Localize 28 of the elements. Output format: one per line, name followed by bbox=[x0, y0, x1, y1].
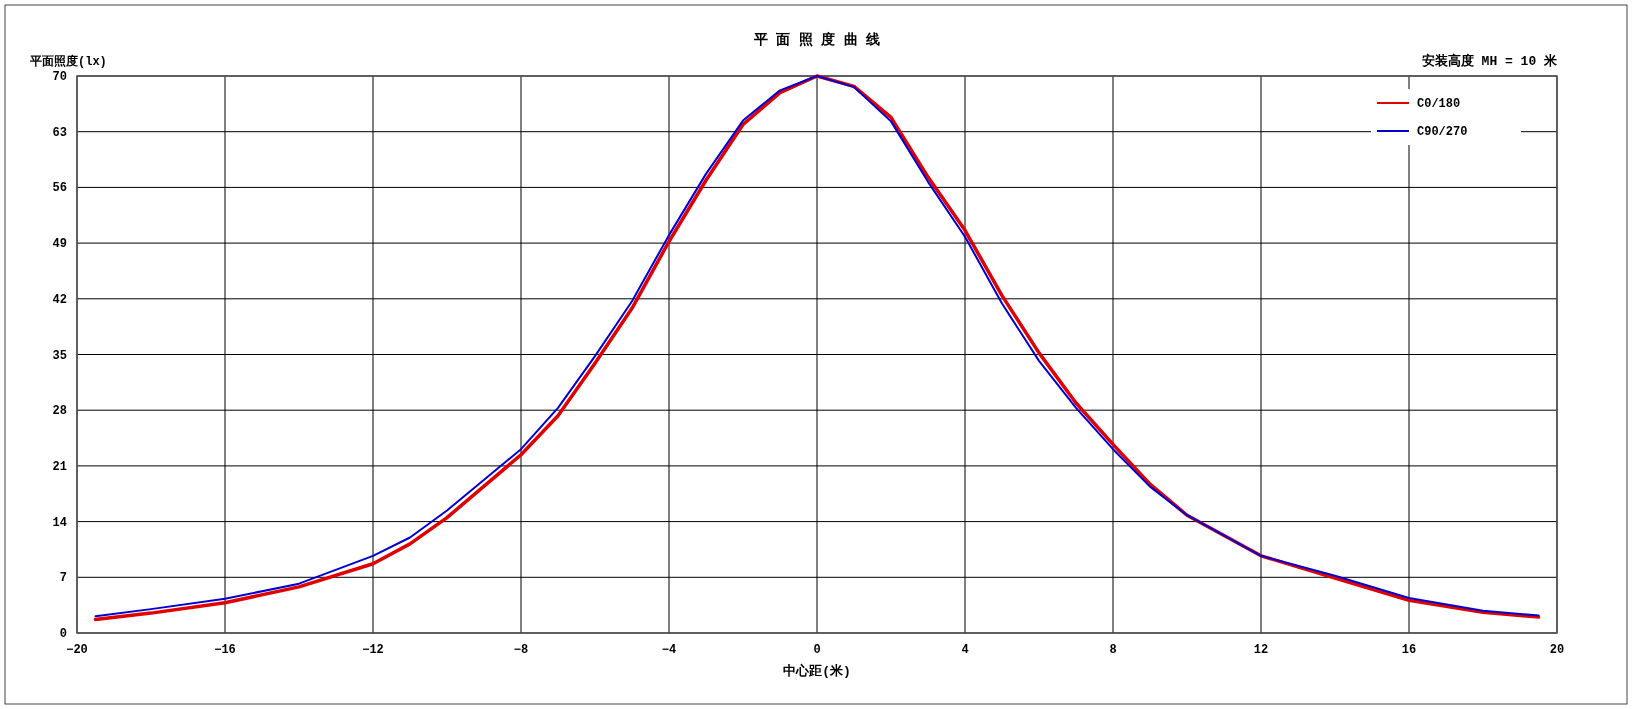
x-tick-label: 20 bbox=[1549, 643, 1565, 657]
y-tick-label: 7 bbox=[59, 571, 67, 586]
y-tick-label: 35 bbox=[52, 348, 67, 363]
y-tick-label: 56 bbox=[52, 181, 67, 196]
text: 安装高度 MH = 10 米 bbox=[1421, 53, 1558, 69]
x-tick-label: 12 bbox=[1253, 643, 1269, 657]
y-tick-label: 63 bbox=[52, 125, 67, 140]
y-tick-label: 49 bbox=[52, 237, 67, 252]
x-tick-label: −4 bbox=[661, 643, 677, 657]
y-tick-label: 21 bbox=[52, 459, 67, 474]
y-tick-label: 70 bbox=[52, 70, 67, 84]
x-tick-label: −16 bbox=[214, 643, 236, 657]
x-tick-label: −20 bbox=[66, 643, 88, 657]
x-tick-label: −12 bbox=[362, 643, 384, 657]
x-tick-label: 0 bbox=[813, 643, 821, 657]
y-tick-label: 28 bbox=[52, 404, 67, 419]
legend-label: C90/270 bbox=[1417, 125, 1468, 139]
x-axis-title: 中心距(米) bbox=[783, 663, 851, 679]
x-tick-label: −8 bbox=[513, 643, 529, 657]
legend-label: C0/180 bbox=[1417, 97, 1461, 111]
y-axis-title: 平面照度(lx) bbox=[29, 54, 107, 69]
y-tick-label: 42 bbox=[52, 292, 67, 307]
x-tick-label: 16 bbox=[1401, 643, 1417, 657]
x-tick-label: 8 bbox=[1109, 643, 1117, 657]
chart-title: 平 面 照 度 曲 线 bbox=[752, 31, 881, 48]
y-tick-label: 0 bbox=[59, 627, 67, 641]
x-tick-label: 4 bbox=[961, 643, 969, 657]
y-tick-label: 14 bbox=[52, 515, 67, 530]
